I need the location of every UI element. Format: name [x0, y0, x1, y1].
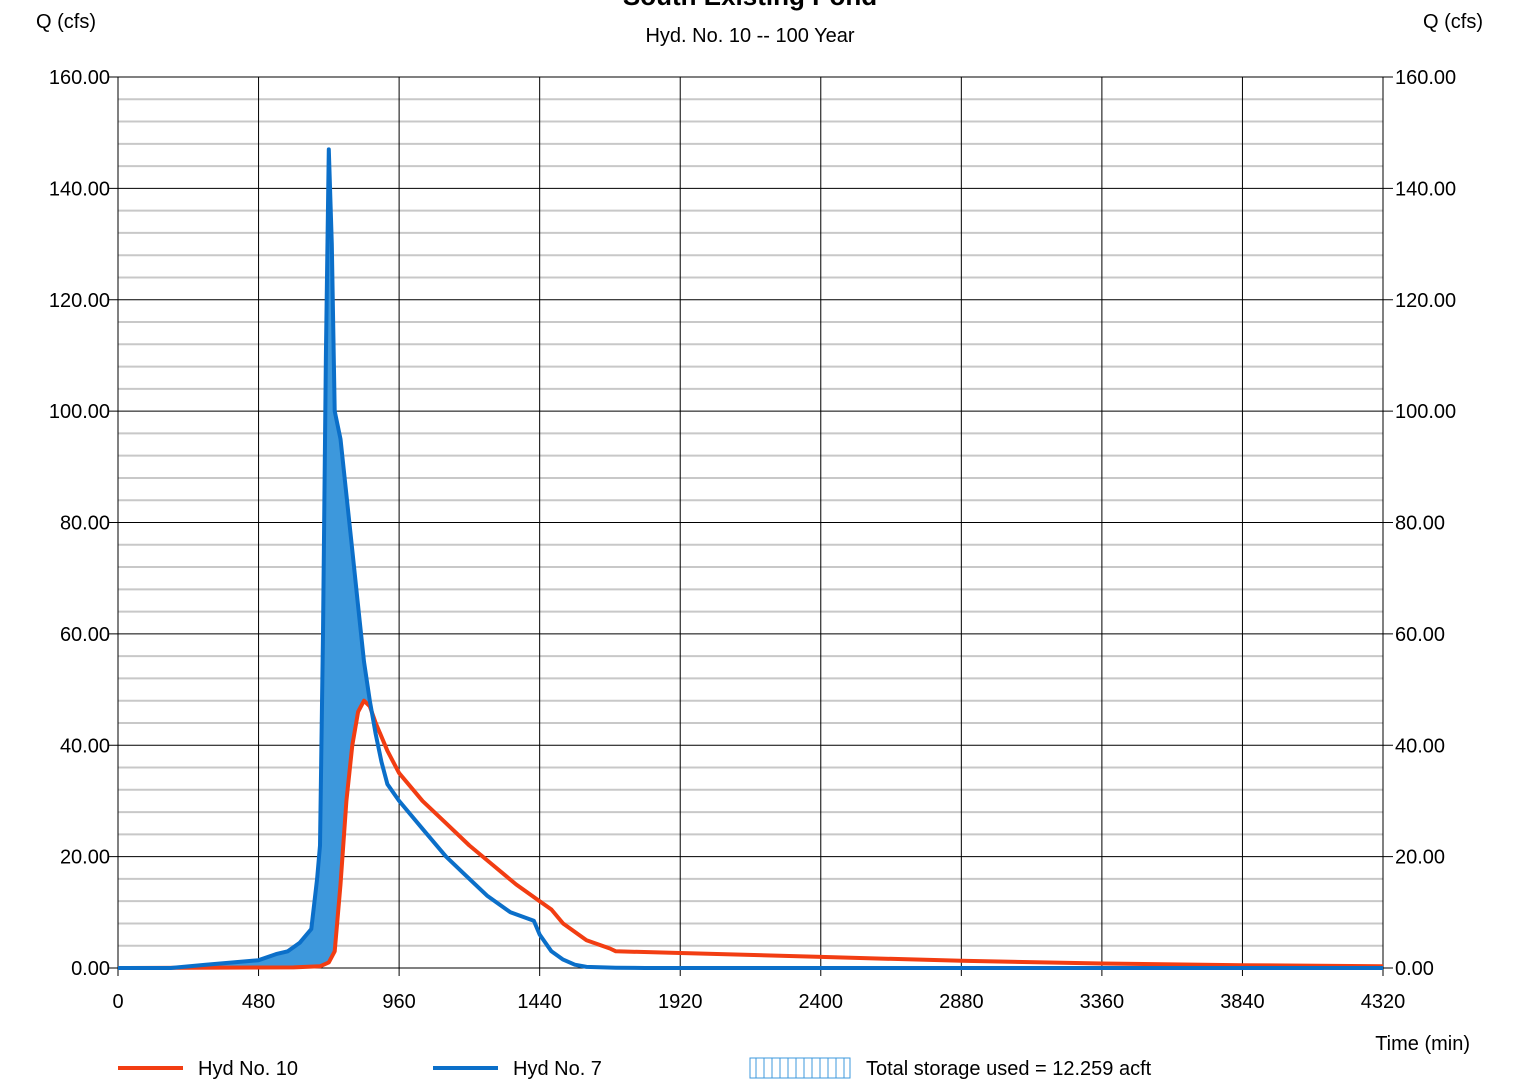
x-tick-label: 1920	[658, 991, 703, 1013]
x-axis-label: Time (min)	[1375, 1033, 1470, 1055]
y2-tick-label: 140.00	[1395, 178, 1456, 200]
y2-tick-label: 120.00	[1395, 290, 1456, 312]
x-tick-label: 2400	[799, 991, 844, 1013]
y-tick-label: 60.00	[60, 624, 110, 646]
y-tick-label: 100.00	[49, 401, 110, 423]
y-tick-label: 80.00	[60, 513, 110, 535]
chart-title: South Existing Pond	[623, 0, 877, 11]
y-tick-label: 0.00	[71, 958, 110, 980]
y2-tick-label: 40.00	[1395, 735, 1445, 757]
y2-tick-label: 100.00	[1395, 401, 1456, 423]
x-tick-label: 2880	[939, 991, 984, 1013]
y-tick-label: 160.00	[49, 67, 110, 89]
x-tick-label: 3840	[1220, 991, 1265, 1013]
x-tick-label: 4320	[1361, 991, 1406, 1013]
legend-label: Hyd No. 10	[198, 1058, 298, 1080]
x-tick-label: 0	[112, 991, 123, 1013]
y2-axis-label: Q (cfs)	[1423, 11, 1483, 33]
y2-tick-label: 0.00	[1395, 958, 1434, 980]
legend-label: Total storage used = 12.259 acft	[866, 1058, 1152, 1080]
y2-tick-label: 80.00	[1395, 513, 1445, 535]
x-tick-label: 3360	[1080, 991, 1125, 1013]
legend-swatch	[749, 1057, 851, 1079]
storage-area	[118, 149, 1383, 968]
chart-subtitle: Hyd. No. 10 -- 100 Year	[645, 25, 854, 47]
x-tick-label: 960	[382, 991, 415, 1013]
y-tick-label: 120.00	[49, 290, 110, 312]
y-tick-label: 40.00	[60, 735, 110, 757]
y-axis-label: Q (cfs)	[36, 11, 96, 33]
y-tick-label: 20.00	[60, 847, 110, 869]
y2-tick-label: 20.00	[1395, 847, 1445, 869]
series-line	[117, 698, 1384, 970]
y2-tick-label: 60.00	[1395, 624, 1445, 646]
legend-label: Hyd No. 7	[513, 1058, 602, 1080]
y-tick-label: 140.00	[49, 178, 110, 200]
series-line	[118, 147, 1383, 970]
y2-tick-label: 160.00	[1395, 67, 1456, 89]
x-tick-label: 1440	[517, 991, 562, 1013]
x-tick-label: 480	[242, 991, 275, 1013]
